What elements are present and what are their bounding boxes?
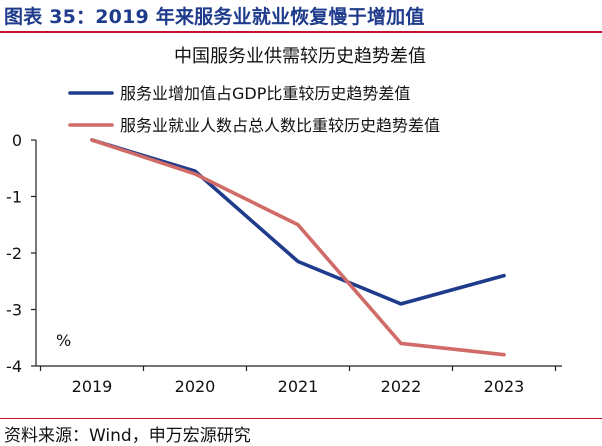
chart-title: 中国服务业供需较历史趋势差值: [174, 46, 426, 67]
y-tick-label: -1: [6, 188, 22, 207]
x-tick-label: 2019: [72, 377, 113, 396]
title-rule: [0, 31, 602, 33]
series-line-2: [90, 138, 506, 357]
figure-title: 图表 35：2019 年来服务业就业恢复慢于增加值: [4, 6, 425, 28]
x-tick-label: 2023: [484, 377, 525, 396]
series-group: [90, 138, 506, 357]
chart: 中国服务业供需较历史趋势差值 服务业增加值占GDP比重较历史趋势差值服务业就业人…: [6, 46, 562, 396]
source-rule: [0, 418, 602, 419]
x-tick-label: 2022: [381, 377, 422, 396]
y-tick-label: 0: [12, 131, 22, 150]
y-tick-label: -2: [6, 244, 22, 263]
series-line-1: [90, 138, 506, 306]
x-tick-label: 2021: [278, 377, 319, 396]
unit-label: %: [56, 331, 71, 350]
legend-label-1: 服务业增加值占GDP比重较历史趋势差值: [120, 84, 410, 103]
x-tick-label: 2020: [175, 377, 216, 396]
source-note: 资料来源：Wind，申万宏源研究: [4, 426, 251, 446]
legend-label-2: 服务业就业人数占总人数比重较历史趋势差值: [120, 116, 440, 135]
y-tick-label: -3: [6, 301, 22, 320]
y-tick-label: -4: [6, 357, 22, 376]
axes: 0 -1 -2 -3 -4 2019 2020 2021 2022 2023: [6, 131, 562, 396]
